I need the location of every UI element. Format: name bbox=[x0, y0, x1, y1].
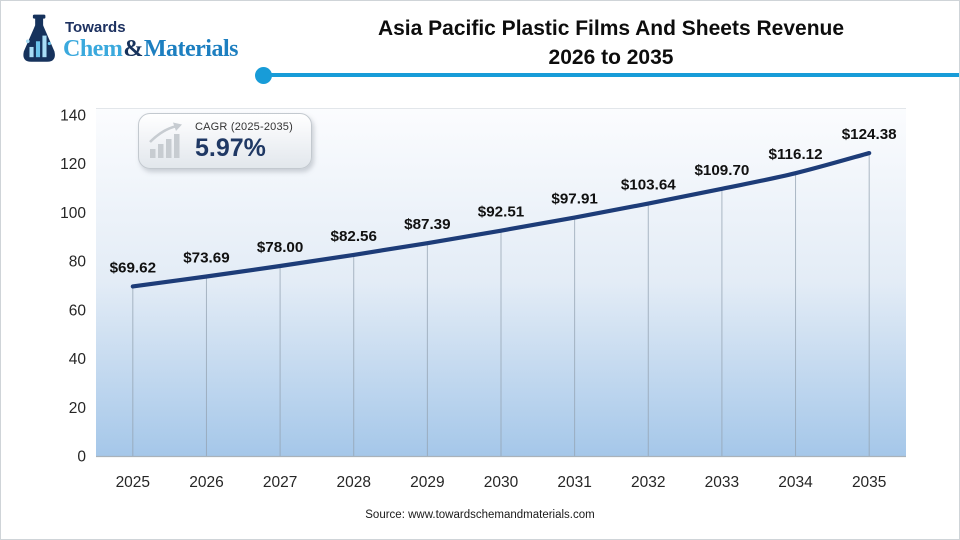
flask-icon bbox=[23, 14, 55, 62]
growth-bars-icon bbox=[149, 122, 182, 158]
data-label: $109.70 bbox=[694, 162, 749, 179]
data-label: $73.69 bbox=[183, 250, 229, 267]
cagr-text: CAGR (2025-2035) 5.97% bbox=[195, 120, 293, 162]
y-tick-label: 140 bbox=[60, 108, 86, 125]
source-attribution: Source: www.towardschemandmaterials.com bbox=[365, 509, 595, 521]
data-label: $82.56 bbox=[331, 228, 377, 245]
x-tick-label: 2028 bbox=[336, 474, 370, 491]
x-tick-label: 2027 bbox=[263, 474, 297, 491]
x-tick-label: 2031 bbox=[557, 474, 591, 491]
revenue-line bbox=[130, 150, 872, 289]
y-tick-label: 100 bbox=[60, 205, 86, 222]
cagr-value: 5.97% bbox=[195, 133, 266, 162]
cagr-badge: CAGR (2025-2035) 5.97% bbox=[138, 113, 312, 169]
data-label: $87.39 bbox=[404, 216, 450, 233]
y-tick-label: 60 bbox=[69, 302, 87, 319]
x-tick-label: 2033 bbox=[705, 474, 739, 491]
header-divider-line bbox=[263, 73, 959, 77]
logo-text: Towards Chem&Materials bbox=[63, 14, 238, 61]
data-label: $78.00 bbox=[257, 239, 303, 256]
data-label: $69.62 bbox=[110, 259, 156, 276]
y-tick-label: 80 bbox=[69, 254, 87, 271]
data-label: $124.38 bbox=[842, 126, 897, 143]
y-tick-label: 0 bbox=[77, 449, 86, 466]
x-tick-label: 2025 bbox=[116, 474, 150, 491]
logo-ampersand: & bbox=[123, 36, 143, 62]
chart-title-line2: 2026 to 2035 bbox=[548, 46, 674, 69]
logo-materials: Materials bbox=[143, 36, 239, 62]
y-tick-label: 20 bbox=[69, 400, 87, 417]
data-label: $103.64 bbox=[621, 177, 676, 194]
logo-brand: Chem&Materials bbox=[63, 37, 238, 61]
data-label: $116.12 bbox=[769, 146, 823, 163]
chart-title: Asia Pacific Plastic Films And Sheets Re… bbox=[271, 14, 951, 72]
cagr-label: CAGR (2025-2035) bbox=[195, 120, 293, 133]
x-tick-label: 2034 bbox=[778, 474, 813, 491]
x-tick-label: 2029 bbox=[410, 474, 444, 491]
x-tick-label: 2035 bbox=[852, 474, 886, 491]
x-tick-label: 2032 bbox=[631, 474, 665, 491]
header-divider-dot bbox=[255, 67, 272, 84]
x-tick-label: 2030 bbox=[484, 474, 519, 491]
logo-towards: Towards bbox=[65, 19, 126, 36]
logo-chem: Chem bbox=[63, 36, 123, 62]
y-tick-label: 40 bbox=[69, 351, 87, 368]
data-label: $97.91 bbox=[551, 191, 598, 208]
y-tick-label: 120 bbox=[60, 156, 86, 173]
chart-title-line1: Asia Pacific Plastic Films And Sheets Re… bbox=[377, 17, 845, 40]
logo: Towards Chem&Materials bbox=[17, 14, 238, 64]
x-tick-label: 2026 bbox=[189, 474, 223, 491]
data-label: $92.51 bbox=[478, 204, 525, 221]
